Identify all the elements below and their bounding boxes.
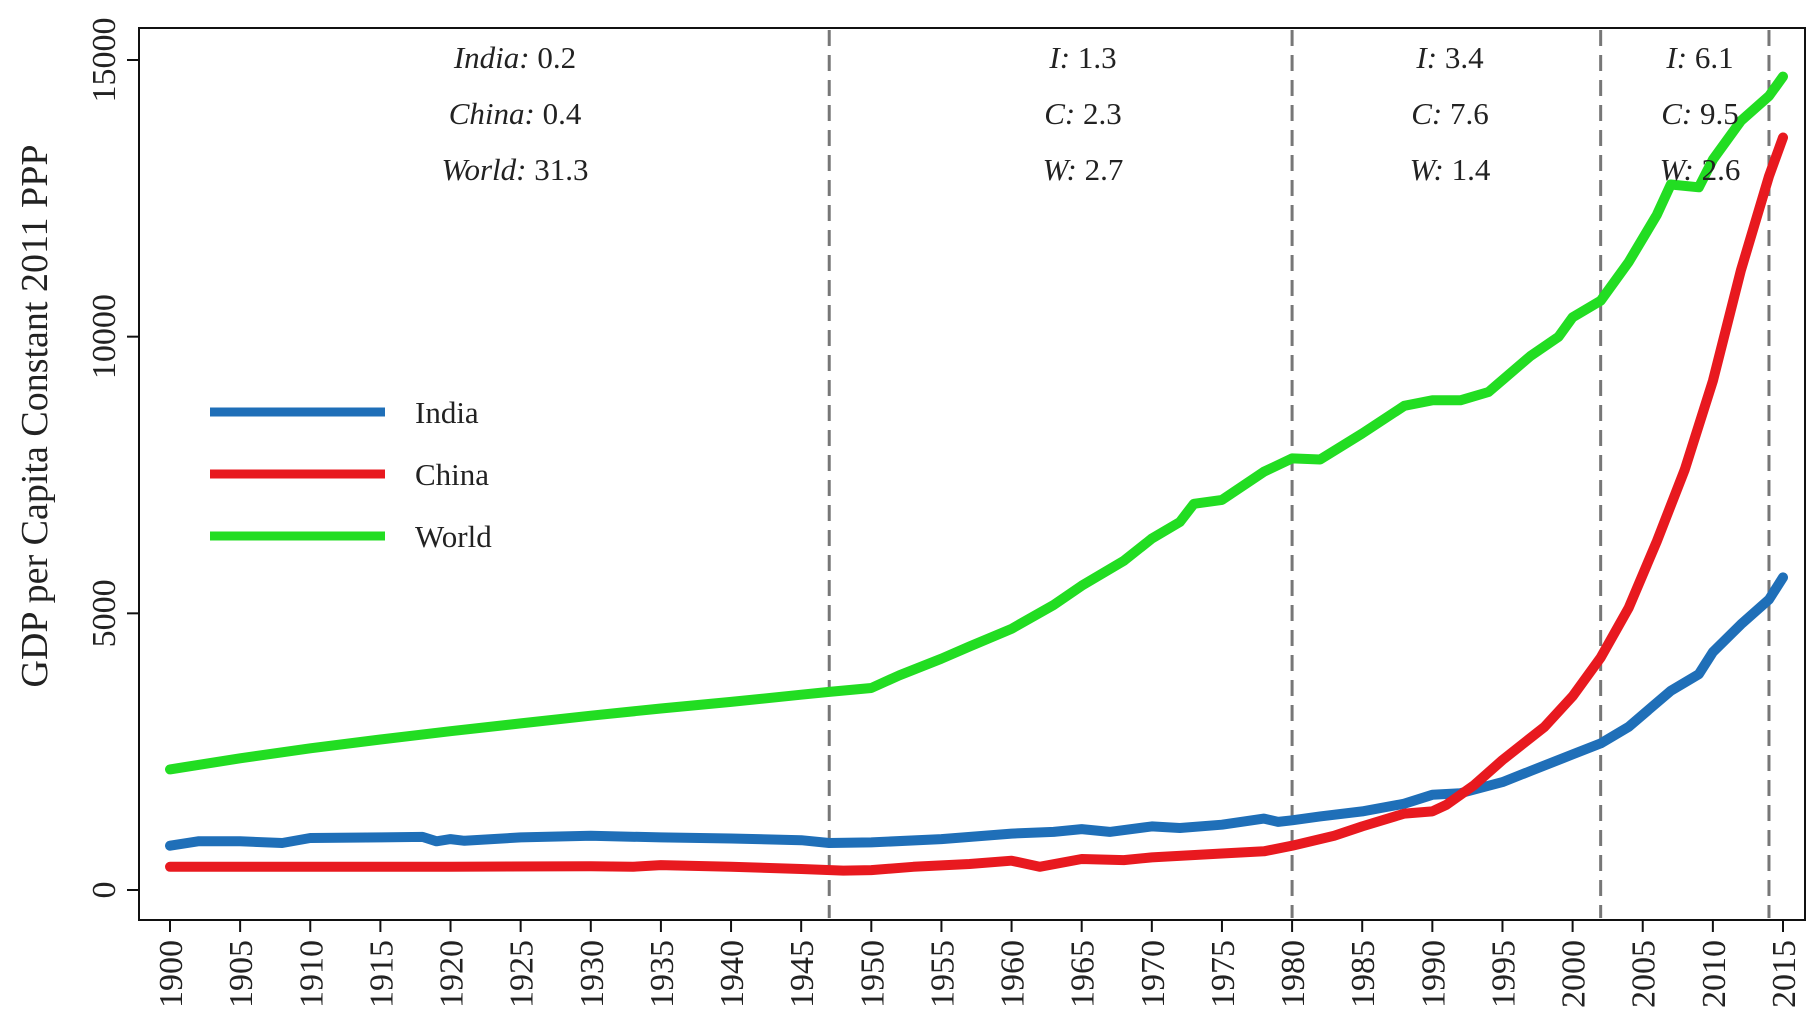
x-tick-label: 1950 (854, 940, 891, 1008)
series-line-world (165, 71, 1788, 775)
x-tick-label: 1965 (1065, 940, 1102, 1008)
x-tick-label: 1925 (504, 940, 541, 1008)
period-annotation-text: I: 1.3 (1048, 40, 1116, 75)
period-annotation-value: 1.3 (1078, 40, 1117, 75)
y-tick-label: 15000 (86, 18, 123, 103)
x-tick-label: 1910 (293, 940, 330, 1008)
period-annotation-value: 9.5 (1700, 96, 1739, 131)
period-annotation-value: 3.4 (1445, 40, 1484, 75)
x-tick-label: 1985 (1345, 940, 1382, 1008)
legend-label-china: China (415, 457, 489, 492)
period-annotation-value: 6.1 (1695, 40, 1734, 75)
period-annotation-label: C: (1411, 96, 1450, 131)
plot-border (138, 27, 1806, 921)
x-tick-label: 1960 (995, 940, 1032, 1008)
period-annotation-value: 0.4 (543, 96, 582, 131)
period-annotation-label: W: (1043, 152, 1085, 187)
legend-label-india: India (415, 395, 479, 430)
x-tick-label: 1995 (1485, 940, 1522, 1008)
period-annotation-label: China: (449, 96, 543, 131)
period-annotation-text: W: 2.7 (1043, 152, 1124, 187)
legend-label-world: World (415, 519, 492, 554)
period-annotation-value: 31.3 (534, 152, 588, 187)
x-tick-label: 1980 (1275, 940, 1312, 1008)
period-annotation-label: I: (1665, 40, 1694, 75)
x-tick-label: 1945 (784, 940, 821, 1008)
x-tick-label: 1975 (1205, 940, 1242, 1008)
period-annotation-label: I: (1048, 40, 1077, 75)
period-annotation-label: C: (1044, 96, 1083, 131)
x-axis: 1900 1905 1910 1915 1920 1925 1930 1935 1940 1945… (153, 920, 1803, 1008)
x-tick-label: 1915 (363, 940, 400, 1008)
x-tick-label: 1940 (714, 940, 751, 1008)
series-line-china (165, 132, 1788, 876)
period-annotation-text: C: 9.5 (1661, 96, 1739, 131)
x-tick-label: 1920 (434, 940, 471, 1008)
x-tick-label: 1970 (1135, 940, 1172, 1008)
period-annotation-value: 2.3 (1083, 96, 1122, 131)
series-line-india (165, 572, 1788, 851)
period-annotation-text: W: 1.4 (1410, 152, 1491, 187)
x-tick-label: 2005 (1626, 940, 1663, 1008)
period-annotation-label: W: (1660, 152, 1702, 187)
period-annotation-label: W: (1410, 152, 1452, 187)
period-annotation-text: I: 6.1 (1665, 40, 1733, 75)
legend: India China World (210, 395, 492, 554)
period-annotation-text: I: 3.4 (1415, 40, 1484, 75)
x-tick-label: 1990 (1415, 940, 1452, 1008)
period-annotation-text: World: 31.3 (442, 152, 589, 187)
period-annotation-value: 1.4 (1452, 152, 1491, 187)
y-axis-label: GDP per Capita Constant 2011 PPP (14, 145, 56, 688)
y-tick-label: 0 (86, 882, 123, 899)
period-annotation-value: 2.7 (1085, 152, 1124, 187)
period-annotation-text: China: 0.4 (449, 96, 582, 131)
period-annotation-label: I: (1415, 40, 1444, 75)
period-annotation-value: 2.6 (1702, 152, 1741, 187)
period-annotation-value: 0.2 (537, 40, 576, 75)
y-tick-label: 10000 (86, 294, 123, 379)
period-annotation-label: India: (453, 40, 538, 75)
period-annotation-label: C: (1661, 96, 1700, 131)
x-tick-label: 2000 (1556, 940, 1593, 1008)
period-breakpoints (827, 30, 1771, 918)
x-tick-label: 1900 (153, 940, 190, 1008)
period-annotation-text: C: 2.3 (1044, 96, 1122, 131)
x-tick-label: 1905 (223, 940, 260, 1008)
series-lines (165, 71, 1788, 876)
x-tick-label: 1955 (924, 940, 961, 1008)
x-tick-label: 2015 (1766, 940, 1803, 1008)
x-tick-label: 1930 (574, 940, 611, 1008)
period-annotation-text: W: 2.6 (1660, 152, 1741, 187)
period-annotation-value: 7.6 (1450, 96, 1489, 131)
plot-frame (138, 27, 1806, 921)
period-annotation-text: India: 0.2 (453, 40, 576, 75)
y-tick-label: 5000 (86, 579, 123, 647)
x-tick-label: 2010 (1696, 940, 1733, 1008)
period-annotation-label: World: (442, 152, 535, 187)
period-annotation-text: C: 7.6 (1411, 96, 1489, 131)
x-tick-label: 1935 (644, 940, 681, 1008)
y-axis: 0 5000 10000 15000 (86, 18, 139, 899)
